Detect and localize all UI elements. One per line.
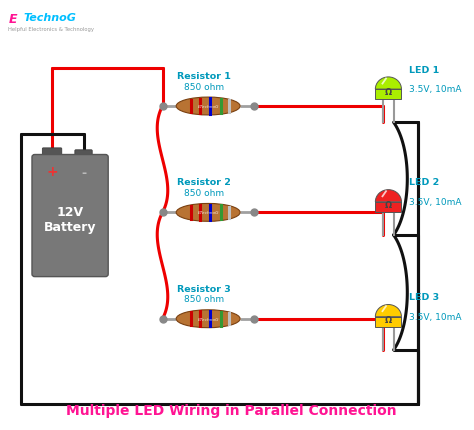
Text: LED 3: LED 3 <box>409 292 439 301</box>
Text: ETechnoG: ETechnoG <box>197 317 219 321</box>
Text: ETechnoG: ETechnoG <box>197 105 219 109</box>
Wedge shape <box>375 78 401 90</box>
FancyBboxPatch shape <box>375 317 401 327</box>
Text: 850 ohm: 850 ohm <box>183 83 224 92</box>
Ellipse shape <box>176 310 240 328</box>
Text: 3.5V, 10mA: 3.5V, 10mA <box>409 312 461 321</box>
FancyBboxPatch shape <box>75 150 92 159</box>
FancyBboxPatch shape <box>42 148 62 159</box>
Text: 3.5V, 10mA: 3.5V, 10mA <box>409 85 461 94</box>
Text: Helpful Electronics & Technology: Helpful Electronics & Technology <box>8 28 94 32</box>
Text: Ω: Ω <box>385 88 392 97</box>
Wedge shape <box>375 190 401 203</box>
Text: LED 2: LED 2 <box>409 178 439 187</box>
Text: Ω: Ω <box>385 200 392 209</box>
Text: E: E <box>8 13 17 26</box>
Text: Multiple LED Wiring in Parallel Connection: Multiple LED Wiring in Parallel Connecti… <box>65 402 396 417</box>
Text: LED 1: LED 1 <box>409 65 439 74</box>
Text: 850 ohm: 850 ohm <box>183 295 224 304</box>
Text: Ω: Ω <box>385 315 392 324</box>
Text: -: - <box>81 166 86 179</box>
Text: Resistor 2: Resistor 2 <box>177 178 230 187</box>
FancyBboxPatch shape <box>375 203 401 212</box>
Text: 3.5V, 10mA: 3.5V, 10mA <box>409 197 461 206</box>
Wedge shape <box>375 305 401 317</box>
Text: Resistor 1: Resistor 1 <box>177 72 230 81</box>
Text: +: + <box>46 165 58 179</box>
Text: 12V
Battery: 12V Battery <box>44 206 96 233</box>
FancyBboxPatch shape <box>375 90 401 100</box>
Ellipse shape <box>176 204 240 222</box>
Text: ETechnoG: ETechnoG <box>197 211 219 215</box>
Text: TechnoG: TechnoG <box>23 13 76 23</box>
Ellipse shape <box>176 98 240 116</box>
FancyBboxPatch shape <box>32 155 108 277</box>
Text: Resistor 3: Resistor 3 <box>177 284 230 293</box>
Text: 850 ohm: 850 ohm <box>183 189 224 198</box>
